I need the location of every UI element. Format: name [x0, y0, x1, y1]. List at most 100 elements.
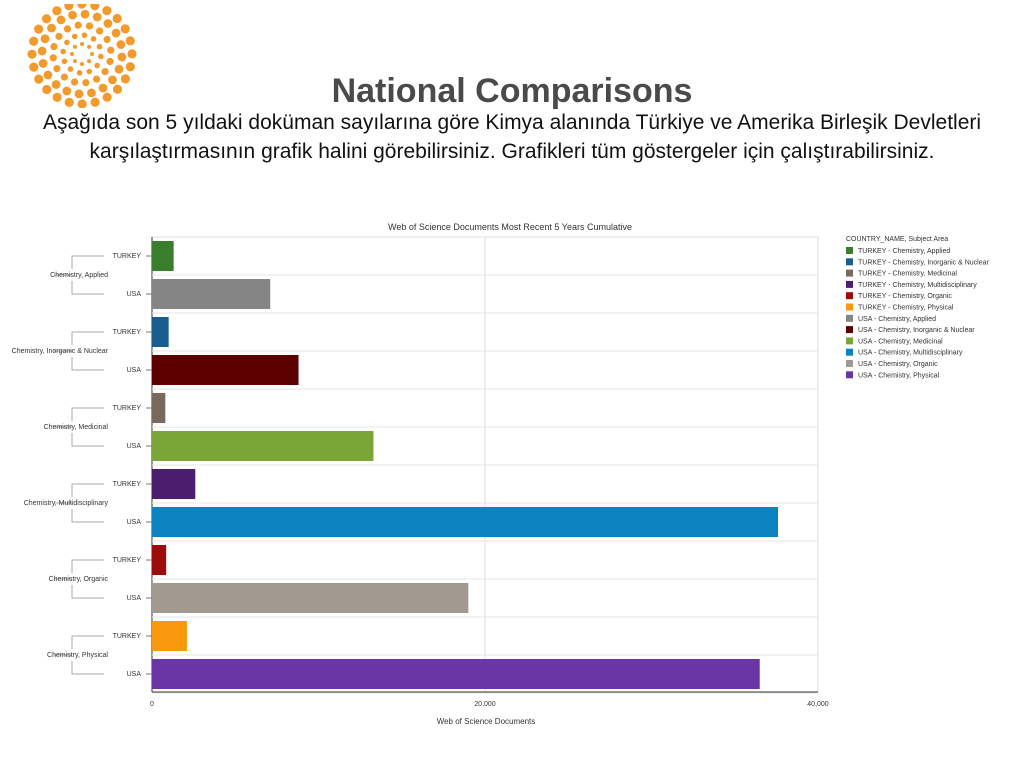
legend-swatch — [846, 269, 853, 277]
legend-swatch — [846, 314, 853, 322]
bar-category-label: USA — [127, 443, 142, 450]
logo-dot — [85, 22, 94, 30]
bar-turkey-1 — [152, 317, 169, 347]
logo-dot — [56, 15, 66, 25]
bar-category-label: TURKEY — [113, 557, 142, 564]
logo-dot — [116, 40, 126, 49]
logo-dot — [81, 32, 88, 38]
logo-dot — [96, 43, 103, 50]
logo-dot — [29, 62, 39, 72]
bar-usa-0 — [152, 279, 271, 309]
logo-dot — [40, 34, 50, 44]
legend-item: USA - Chemistry, Medicinal — [858, 338, 943, 345]
logo-dot — [98, 83, 108, 93]
group-label: Chemistry, Physical — [47, 652, 108, 659]
logo-dot — [68, 10, 77, 20]
logo-dot — [117, 52, 127, 62]
logo-dot — [80, 9, 90, 19]
bar-turkey-0 — [152, 241, 174, 271]
bar-usa-4 — [152, 583, 469, 613]
bar-category-label: USA — [127, 519, 142, 526]
logo-dot — [77, 4, 87, 9]
logo-dot — [71, 33, 78, 40]
legend-item: TURKEY - Chemistry, Medicinal — [858, 271, 957, 278]
logo-dot — [72, 44, 77, 49]
company-logo-icon — [27, 4, 137, 108]
group-label: Chemistry, Multidisciplinary — [24, 500, 109, 507]
logo-dot — [43, 70, 53, 80]
logo-dot — [108, 75, 117, 85]
logo-dot — [103, 19, 113, 28]
bar-category-label: TURKEY — [113, 633, 142, 640]
bar-usa-3 — [152, 507, 779, 537]
logo-dot — [55, 32, 63, 40]
logo-dot — [61, 58, 68, 65]
group-bracket — [71, 255, 104, 295]
logo-dot — [49, 54, 57, 62]
logo-dot — [87, 88, 96, 98]
logo-dot — [34, 74, 44, 84]
logo-dot — [101, 68, 109, 76]
group-bracket — [71, 331, 104, 371]
bar-category-label: TURKEY — [113, 405, 142, 412]
logo-dot — [63, 25, 72, 33]
legend-swatch — [846, 326, 853, 334]
logo-dot — [60, 73, 68, 81]
logo-dot — [125, 36, 135, 46]
x-tick-label: 20,000 — [474, 701, 496, 708]
group-label: Chemistry, Medicinal — [44, 424, 109, 431]
legend-item: TURKEY - Chemistry, Multidisciplinary — [858, 282, 977, 289]
legend-item: USA - Chemistry, Applied — [858, 316, 936, 323]
x-axis-label: Web of Science Documents — [437, 717, 536, 726]
logo-dot — [125, 62, 135, 72]
bar-category-label: USA — [127, 291, 142, 298]
group-label: Chemistry, Organic — [49, 576, 109, 583]
logo-dot — [74, 89, 84, 99]
bar-category-label: TURKEY — [113, 481, 142, 488]
logo-dot — [47, 23, 56, 33]
chart-title: Web of Science Documents Most Recent 5 Y… — [388, 222, 632, 232]
logo-dot — [87, 44, 92, 49]
logo-dot — [41, 14, 52, 24]
logo-dot — [102, 92, 112, 102]
legend-swatch — [846, 371, 853, 379]
logo-dot — [50, 42, 58, 51]
logo-dot — [64, 39, 70, 46]
legend-swatch — [846, 280, 853, 288]
logo-dot — [103, 35, 111, 44]
bar-usa-5 — [152, 659, 760, 689]
logo-dot — [96, 27, 104, 35]
logo-dot — [82, 79, 90, 87]
logo-dot — [114, 64, 124, 74]
logo-dot — [29, 36, 39, 46]
legend-title: COUNTRY_NAME, Subject Area — [846, 236, 948, 243]
logo-dot — [102, 6, 112, 16]
logo-dot — [80, 42, 84, 46]
logo-dot — [53, 64, 61, 73]
legend-swatch — [846, 303, 853, 311]
bar-category-label: TURKEY — [113, 329, 142, 336]
bar-category-label: USA — [127, 367, 142, 374]
bar-usa-1 — [152, 355, 299, 385]
bar-usa-2 — [152, 431, 374, 461]
logo-dot — [70, 52, 74, 56]
logo-dot — [52, 6, 62, 16]
legend-item: USA - Chemistry, Organic — [858, 361, 938, 368]
bar-chart: Web of Science Documents Most Recent 5 Y… — [12, 222, 990, 726]
logo-dot — [111, 28, 121, 38]
logo-dot — [76, 70, 83, 76]
page-title: National Comparisons — [331, 72, 693, 110]
legend-item: TURKEY - Chemistry, Physical — [858, 305, 954, 312]
group-bracket — [71, 635, 104, 675]
logo-dot — [74, 21, 82, 29]
group-bracket — [71, 559, 104, 599]
group-bracket — [71, 483, 104, 523]
x-tick-label: 0 — [150, 701, 154, 708]
logo-dot — [127, 49, 137, 59]
legend-swatch — [846, 258, 853, 266]
logo-dot — [72, 59, 77, 64]
logo-dot — [38, 59, 48, 68]
logo-dot — [86, 68, 93, 75]
legend-swatch — [846, 360, 853, 367]
logo-dot — [67, 66, 74, 72]
